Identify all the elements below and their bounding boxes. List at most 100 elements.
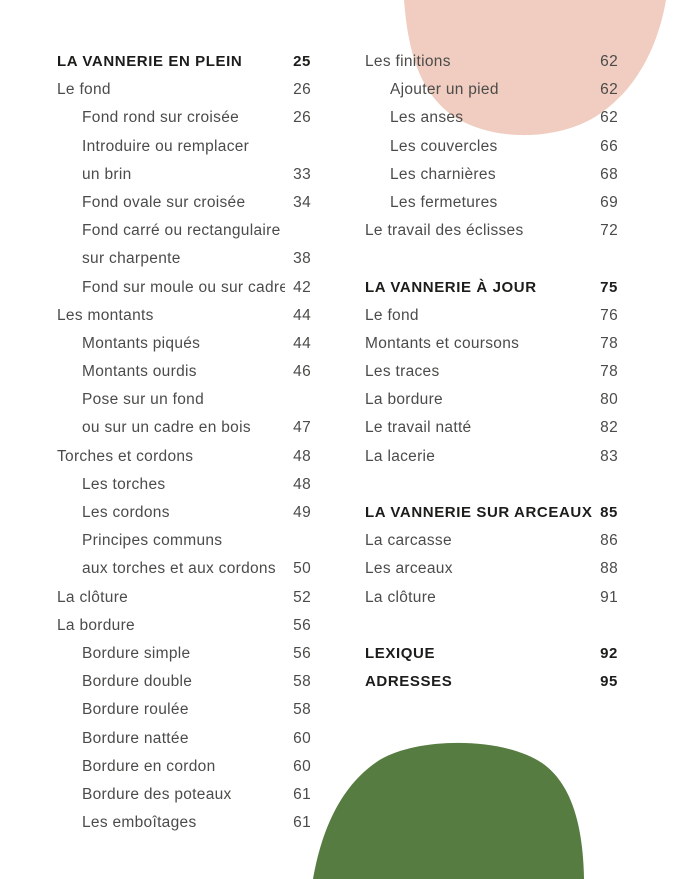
toc-row: La clôture 91 xyxy=(365,584,618,612)
toc-row: ou sur un cadre en bois 47 xyxy=(57,414,311,442)
toc-entry-page-number: 48 xyxy=(293,475,311,493)
toc-entry-label: Les anses xyxy=(390,109,464,127)
toc-entry-page-number: 33 xyxy=(293,165,311,183)
toc-entry-label: ou sur un cadre en bois xyxy=(82,419,251,437)
toc-row: LEXIQUE 92 xyxy=(365,640,618,668)
toc-row: Bordure roulée 58 xyxy=(57,696,311,724)
toc-entry-page-number: 83 xyxy=(600,447,618,465)
toc-spacer xyxy=(365,612,618,640)
toc-row: Montants piqués 44 xyxy=(57,330,311,358)
toc-entry-page-number: 92 xyxy=(600,644,618,662)
toc-row: Les arceaux 88 xyxy=(365,555,618,583)
toc-row: Bordure nattée 60 xyxy=(57,725,311,753)
toc-row: Les torches 48 xyxy=(57,471,311,499)
toc-entry-page-number: 62 xyxy=(600,109,618,127)
toc-entry-page-number: 26 xyxy=(293,81,311,99)
toc-entry-label: Introduire ou remplacer xyxy=(82,137,250,155)
toc-entry-page-number: 60 xyxy=(293,757,311,775)
toc-row: un brin 33 xyxy=(57,161,311,189)
toc-entry-page-number: 52 xyxy=(293,588,311,606)
toc-row: Les couvercles 66 xyxy=(365,133,618,161)
toc-entry-label: Montants ourdis xyxy=(82,363,197,381)
toc-row: Montants ourdis 46 xyxy=(57,358,311,386)
toc-entry-page-number: 26 xyxy=(293,109,311,127)
toc-row: Fond rond sur croisée 26 xyxy=(57,104,311,132)
toc-entry-label: Bordure double xyxy=(82,673,193,691)
toc-entry-label: Montants piqués xyxy=(82,334,201,352)
toc-row: Montants et coursons 78 xyxy=(365,330,618,358)
toc-row: aux torches et aux cordons 50 xyxy=(57,555,311,583)
toc-entry-label: Montants et coursons xyxy=(365,334,520,352)
toc-entry-label: La clôture xyxy=(57,588,129,606)
toc-entry-label: Pose sur un fond xyxy=(82,391,204,409)
toc-row: La clôture 52 xyxy=(57,584,311,612)
toc-entry-page-number: 56 xyxy=(293,616,311,634)
toc-entry-label: Les cordons xyxy=(82,504,170,521)
toc-column-left: LA VANNERIE EN PLEIN 25 Le fond 26 Fond rond… xyxy=(57,48,311,837)
toc-spacer xyxy=(365,471,618,499)
toc-row: Bordure double 58 xyxy=(57,668,311,696)
toc-entry-label: Bordure simple xyxy=(82,644,191,662)
toc-row: La bordure 80 xyxy=(365,386,618,414)
toc-entry-label: Les couvercles xyxy=(390,137,498,155)
toc-entry-label: La lacerie xyxy=(365,447,436,465)
toc-entry-page-number: 42 xyxy=(293,278,311,296)
toc-row: Les finitions 62 xyxy=(365,48,618,76)
toc-row: La carcasse 86 xyxy=(365,527,618,555)
toc-entry-label: Les finitions xyxy=(365,53,451,70)
toc-entry-page-number: 49 xyxy=(293,504,311,521)
toc-row: Ajouter un pied 62 xyxy=(365,76,618,104)
toc-entry-label: Bordure des poteaux xyxy=(82,785,232,803)
toc-row: Les emboîtages 61 xyxy=(57,809,311,837)
toc-entry-label: Bordure nattée xyxy=(82,729,189,747)
toc-entry-label: Les torches xyxy=(82,475,166,493)
toc-entry-page-number: 60 xyxy=(293,729,311,747)
toc-entry-page-number: 50 xyxy=(293,560,311,578)
toc-entry-page-number: 58 xyxy=(293,673,311,691)
toc-entry-page-number: 91 xyxy=(600,588,618,606)
toc-row: La lacerie 83 xyxy=(365,443,618,471)
toc-entry-page-number: 95 xyxy=(600,673,618,691)
toc-row: Bordure en cordon 60 xyxy=(57,753,311,781)
toc-entry-label: Bordure roulée xyxy=(82,701,189,719)
toc-entry-page-number: 68 xyxy=(600,165,618,183)
toc-row: Les montants 44 xyxy=(57,302,311,330)
toc-entry-label: Les emboîtages xyxy=(82,814,197,832)
toc-entry-page-number: 82 xyxy=(600,419,618,437)
toc-entry-page-number: 56 xyxy=(293,644,311,662)
toc-entry-page-number: 85 xyxy=(600,504,618,521)
toc-row: Fond carré ou rectangulaire xyxy=(57,217,311,245)
toc-entry-label: La carcasse xyxy=(365,532,452,550)
toc-row: Bordure des poteaux 61 xyxy=(57,781,311,809)
toc-entry-page-number: 75 xyxy=(600,278,618,296)
toc-row: Bordure simple 56 xyxy=(57,640,311,668)
toc-entry-label: Le fond xyxy=(365,306,419,324)
green-blob xyxy=(313,742,584,879)
toc-entry-page-number: 66 xyxy=(600,137,618,155)
toc-entry-label: Torches et cordons xyxy=(57,447,194,465)
toc-entry-label: Les traces xyxy=(365,363,440,381)
toc-entry-page-number: 72 xyxy=(600,222,618,240)
toc-entry-page-number: 61 xyxy=(293,785,311,803)
toc-entry-page-number: 62 xyxy=(600,53,618,70)
toc-entry-page-number: 25 xyxy=(293,53,311,70)
toc-section-title: LA VANNERIE SUR ARCEAUX xyxy=(365,504,593,521)
toc-entry-label: Le fond xyxy=(57,81,111,99)
toc-entry-page-number: 69 xyxy=(600,193,618,211)
toc-entry-label: Bordure en cordon xyxy=(82,757,216,775)
toc-entry-label: Le travail natté xyxy=(365,419,472,437)
toc-row: Les charnières 68 xyxy=(365,161,618,189)
toc-row: Le fond 76 xyxy=(365,302,618,330)
toc-entry-label: La clôture xyxy=(365,588,437,606)
toc-row: Pose sur un fond xyxy=(57,386,311,414)
toc-entry-label: Les charnières xyxy=(390,165,496,183)
toc-entry-page-number: 47 xyxy=(293,419,311,437)
toc-entry-page-number: 44 xyxy=(293,334,311,352)
toc-entry-page-number: 80 xyxy=(600,391,618,409)
toc-entry-label: La bordure xyxy=(365,391,443,409)
toc-row: LA VANNERIE EN PLEIN 25 xyxy=(57,48,311,76)
toc-row: ADRESSES 95 xyxy=(365,668,618,696)
toc-section-title: ADRESSES xyxy=(365,673,453,691)
toc-entry-label: Les fermetures xyxy=(390,193,498,211)
toc-entry-label: Les montants xyxy=(57,306,154,324)
